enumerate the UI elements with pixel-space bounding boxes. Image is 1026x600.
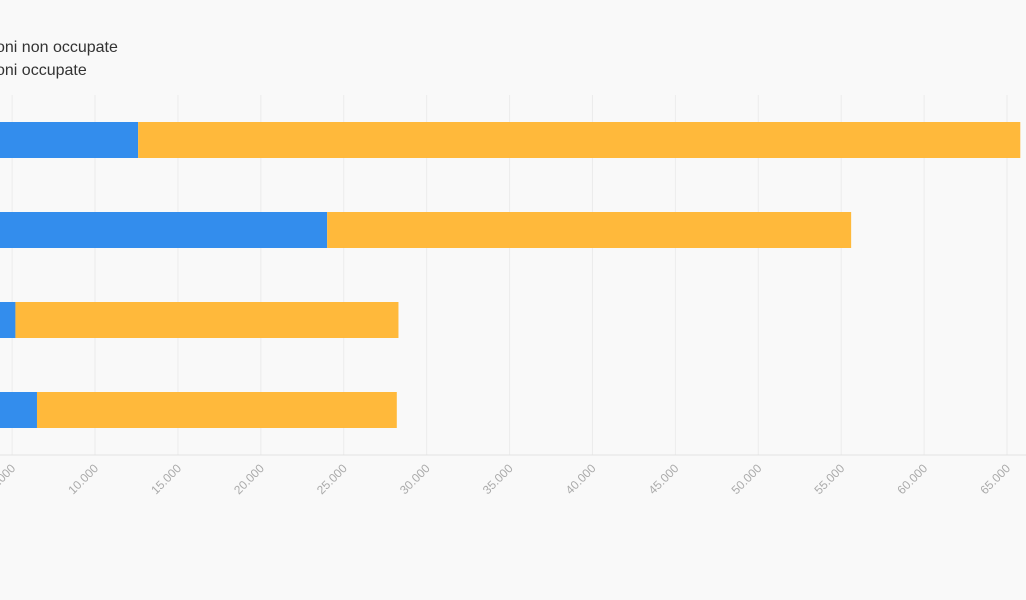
bar-segment xyxy=(0,392,37,428)
bar-segment xyxy=(327,212,852,248)
bar-segment xyxy=(0,302,16,338)
bar-segment xyxy=(36,392,397,428)
legend-label: oni occupate xyxy=(0,62,87,79)
bar-segment xyxy=(0,212,328,248)
bar-segment xyxy=(0,122,139,158)
legend-label: oni non occupate xyxy=(0,39,118,56)
bar-segment xyxy=(15,302,399,338)
bar-segment xyxy=(138,122,1021,158)
